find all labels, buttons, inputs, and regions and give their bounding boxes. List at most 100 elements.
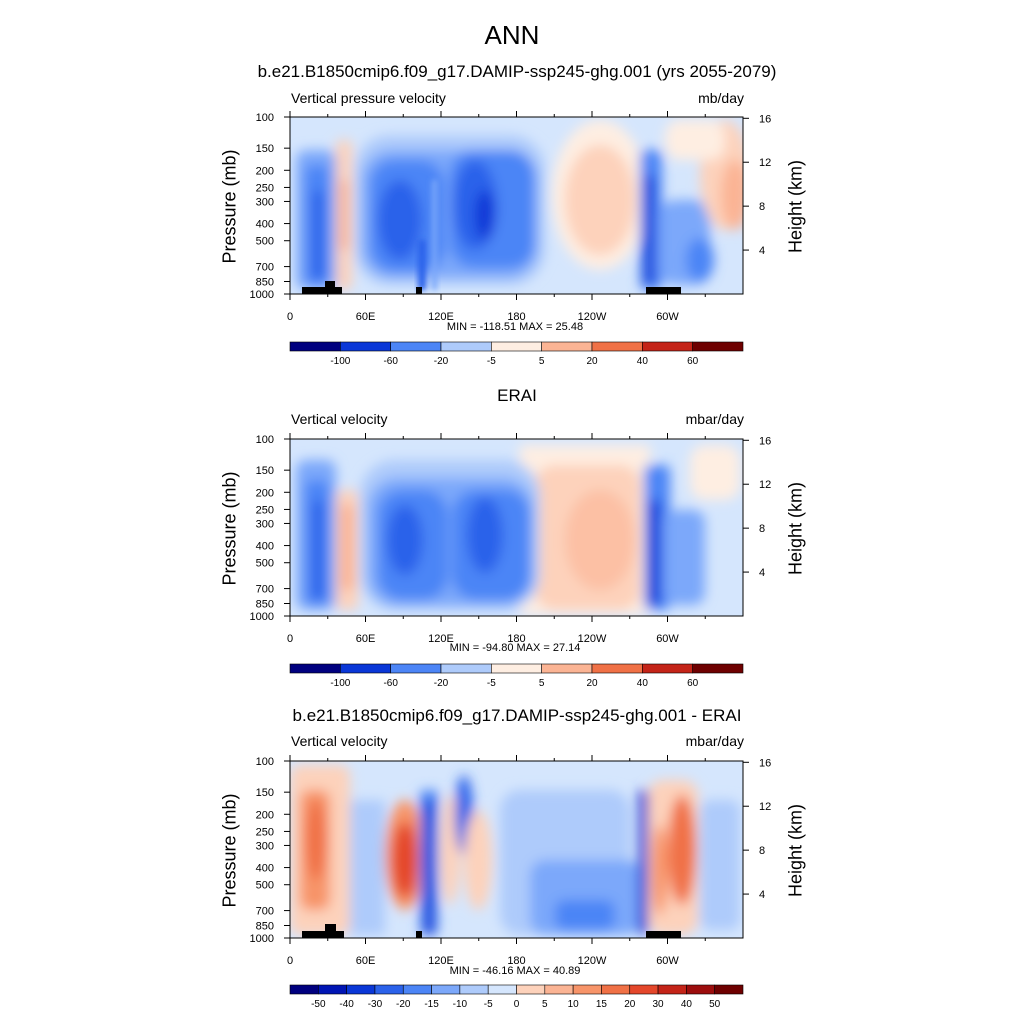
colorbar-box: [289, 663, 341, 674]
y-tick-label: 850: [256, 599, 274, 611]
colorbar-label: 0: [514, 999, 520, 1010]
colorbar-label: -20: [396, 999, 411, 1010]
panel-3-title: b.e21.B1850cmip6.f09_g17.DAMIP-ssp245-gh…: [292, 706, 742, 725]
x-tick-label: 60E: [356, 955, 376, 967]
y-tick-label: 700: [256, 584, 274, 596]
y-tick-label: 250: [256, 826, 274, 838]
colorbar-label: 20: [586, 678, 598, 689]
colorbar-box: [340, 341, 391, 352]
colorbar-label: -100: [330, 356, 350, 367]
y2-tick-label: 12: [759, 157, 771, 169]
colorbar-label: -5: [484, 999, 493, 1010]
x-tick-label: 60E: [356, 311, 376, 323]
figure-title: ANN: [484, 20, 540, 50]
colorbar-box: [491, 663, 542, 674]
colorbar-box: [289, 984, 319, 995]
y-tick-label: 100: [256, 434, 274, 446]
colorbar-label: -30: [368, 999, 383, 1010]
colorbar-box: [459, 984, 489, 995]
colorbar-box: [318, 984, 347, 995]
y-tick-label: 150: [256, 465, 274, 477]
x-tick-label: 120W: [578, 633, 607, 645]
y-tick-label: 300: [256, 518, 274, 530]
x-tick-label: 0: [287, 955, 293, 967]
colorbar-box: [692, 663, 744, 674]
y-tick-label: 700: [256, 262, 274, 274]
y2-tick-label: 4: [759, 889, 765, 901]
x-tick-label: 0: [287, 633, 293, 645]
panel-2-units: mbar/day: [685, 411, 744, 427]
y-tick-label: 700: [256, 906, 274, 918]
y-tick-label: 400: [256, 219, 274, 231]
x-tick-label: 180: [507, 633, 525, 645]
y-tick-label: 300: [256, 840, 274, 852]
y-tick-label: 400: [256, 541, 274, 553]
colorbar-label: 20: [586, 356, 598, 367]
y2-tick-label: 8: [759, 523, 765, 535]
colorbar-box: [686, 984, 715, 995]
y-tick-label: 500: [256, 880, 274, 892]
colorbar-label: 10: [568, 999, 580, 1010]
y-tick-label: 500: [256, 236, 274, 248]
y-tick-label: 500: [256, 558, 274, 570]
x-tick-label: 120W: [578, 311, 607, 323]
x-tick-label: 120E: [428, 633, 454, 645]
colorbar-label: -20: [434, 678, 449, 689]
colorbar-box: [374, 984, 404, 995]
panel-3-colorbar: -50 -40 -30 -20 -15 -10 -5 0 5 10 15 20 30 40 50: [289, 984, 744, 1010]
x-tick-label: 60W: [656, 955, 679, 967]
colorbar-label: -60: [383, 356, 398, 367]
y-tick-label: 850: [256, 277, 274, 289]
panel-1-field: [290, 117, 743, 294]
colorbar-label: 15: [596, 999, 608, 1010]
x-tick-label: 180: [507, 311, 525, 323]
colorbar-label: -15: [424, 999, 439, 1010]
panel-3-field: [290, 761, 743, 938]
y-tick-label: 250: [256, 504, 274, 516]
panel-3-units: mbar/day: [685, 733, 744, 749]
colorbar-box: [541, 663, 593, 674]
colorbar-label: 5: [539, 356, 545, 367]
colorbar-label: 30: [653, 999, 665, 1010]
colorbar-box: [516, 984, 546, 995]
colorbar-label: -20: [434, 356, 449, 367]
colorbar-box: [657, 984, 687, 995]
panel-3-axes: 0 60E 120E 180 120W 60W 100 150 200 250 300 400 500 7…: [250, 755, 771, 967]
panel-3-minmax: MIN = -46.16 MAX = 40.89: [449, 965, 581, 977]
panel-1-title: b.e21.B1850cmip6.f09_g17.DAMIP-ssp245-gh…: [257, 62, 777, 81]
y-tick-label: 100: [256, 112, 274, 124]
panel-2-field: [290, 439, 743, 616]
x-tick-label: 120W: [578, 955, 607, 967]
colorbar-box: [629, 984, 659, 995]
y-tick-label: 300: [256, 196, 274, 208]
panel-2-left-string: Vertical velocity: [291, 411, 388, 427]
x-tick-label: 180: [507, 955, 525, 967]
y2-tick-label: 4: [759, 245, 765, 257]
y-tick-label: 200: [256, 487, 274, 499]
y-tick-label: 150: [256, 787, 274, 799]
colorbar-label: -60: [383, 678, 398, 689]
y-tick-label: 200: [256, 165, 274, 177]
y2-tick-label: 16: [759, 757, 771, 769]
y-tick-label: 150: [256, 143, 274, 155]
colorbar-label: 60: [687, 678, 699, 689]
colorbar-box: [402, 984, 432, 995]
y2-tick-label: 8: [759, 201, 765, 213]
y-tick-label: 200: [256, 809, 274, 821]
panel-2-minmax: MIN = -94.80 MAX = 27.14: [449, 642, 581, 654]
colorbar-label: 40: [681, 999, 693, 1010]
colorbar-box: [487, 984, 517, 995]
colorbar-box: [440, 341, 492, 352]
colorbar-label: -50: [311, 999, 326, 1010]
panel-1-units: mb/day: [698, 90, 744, 106]
colorbar-box: [440, 663, 492, 674]
y2-tick-label: 12: [759, 479, 771, 491]
colorbar-label: -5: [487, 678, 496, 689]
y2-tick-label: 16: [759, 113, 771, 125]
colorbar-box: [591, 341, 643, 352]
colorbar-box: [714, 984, 744, 995]
x-tick-label: 60W: [656, 633, 679, 645]
colorbar-box: [601, 984, 631, 995]
y-tick-label: 400: [256, 863, 274, 875]
